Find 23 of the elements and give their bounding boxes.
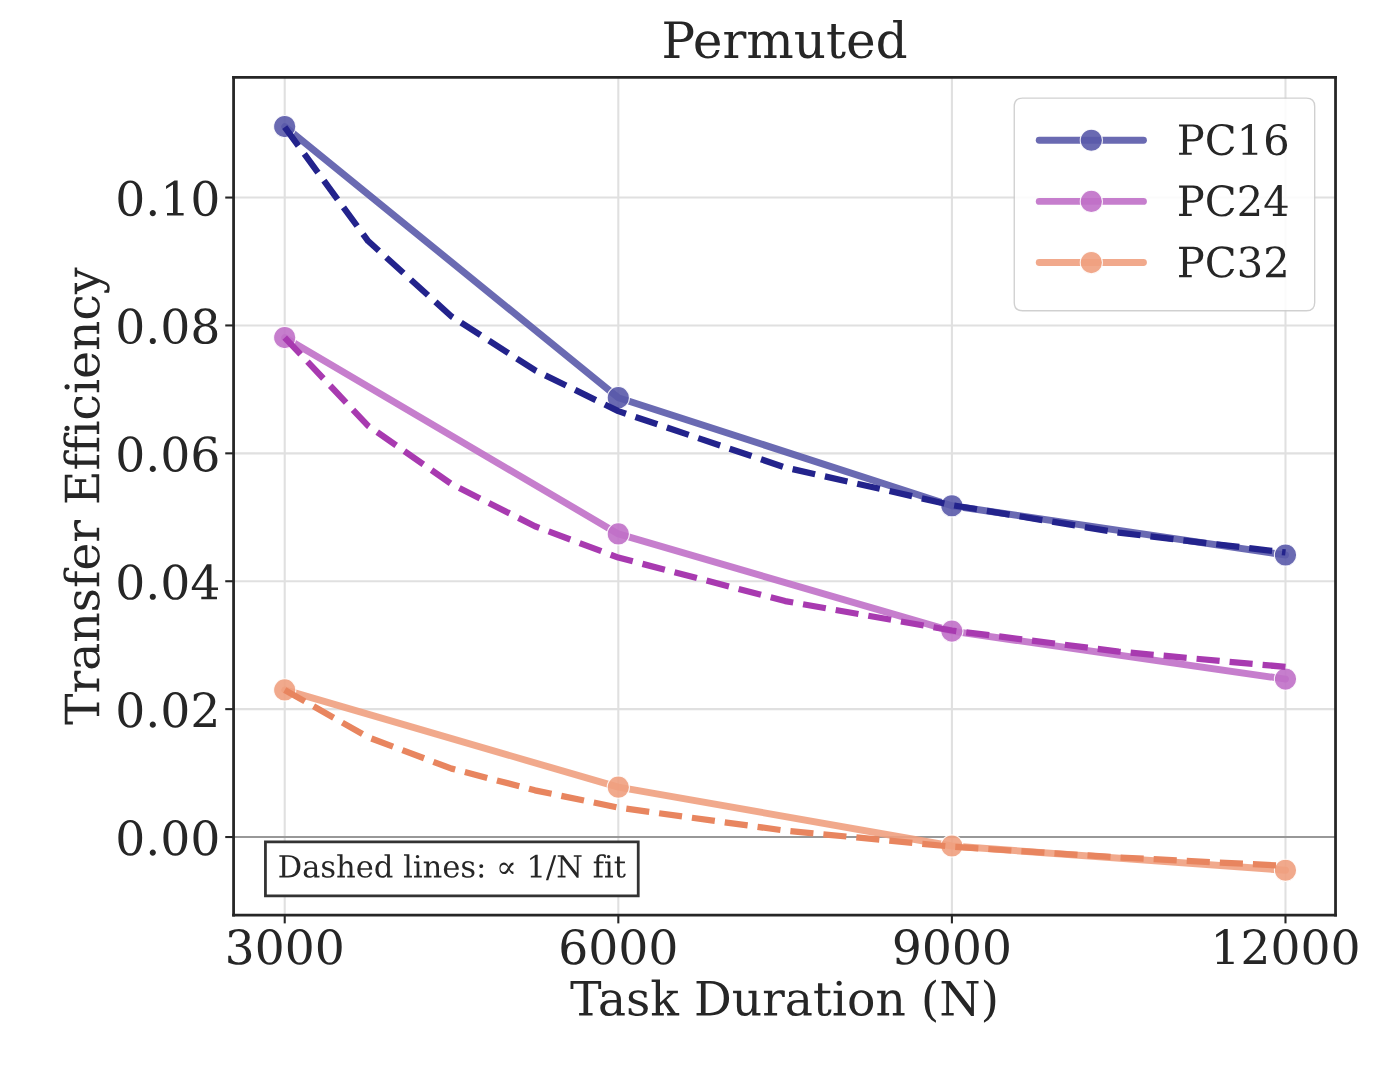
chart-title: Permuted: [664, 19, 907, 59]
point: [606, 386, 630, 410]
y-tick-label: 0.08: [118, 308, 218, 345]
x-tick-label: 6000: [561, 929, 676, 965]
y-tick-label: 0.06: [118, 436, 218, 472]
y-tick-label: 0.02: [118, 692, 216, 728]
y-tick-label: 0.04: [118, 564, 219, 600]
point: [1273, 543, 1298, 567]
legend-label: PC32: [1179, 246, 1286, 278]
point: [606, 522, 630, 546]
point: [1273, 858, 1298, 882]
x-tick-label: 3000: [228, 929, 342, 965]
x-tick-label: 9000: [894, 929, 1009, 965]
legend-label: PC16: [1179, 123, 1288, 156]
y-tick-label: 0.00: [118, 819, 218, 856]
point: [1273, 667, 1298, 691]
point: [606, 775, 630, 799]
y-axis-title: Transfer Efficiency: [63, 267, 110, 725]
legend-label: PC24: [1179, 185, 1288, 217]
y-tick-label: 0.10: [118, 180, 218, 217]
annotation: Dashed lines: ∝ 1/N fit: [279, 854, 626, 881]
x-axis-title: Task Duration (N): [570, 979, 996, 1023]
x-tick-label: 12000: [1216, 929, 1358, 965]
